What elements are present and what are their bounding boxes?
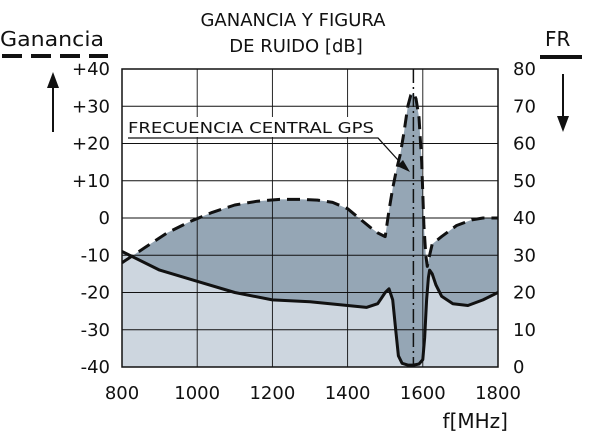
left-axis-tick-label: -10 (81, 245, 110, 266)
right-axis-tick-label: 70 (513, 96, 536, 117)
chart-title-line-2: DE RUIDO [dB] (229, 36, 363, 57)
x-axis-tick-label: 1200 (249, 383, 295, 404)
series-areas (122, 93, 498, 367)
chart-title-line-1: GANANCIA Y FIGURA (200, 10, 386, 31)
gain-curve (122, 91, 498, 268)
left-axis-tick-label: +30 (72, 96, 110, 117)
annotation-gps-label: FRECUENCIA CENTRAL GPS (128, 119, 374, 137)
left-axis-tick-label: +10 (72, 171, 110, 192)
right-axis-tick-label: 80 (513, 59, 536, 80)
right-axis-tick-label: 50 (513, 171, 536, 192)
series-curves (122, 91, 498, 367)
right-axis-tick-label: 0 (513, 357, 524, 378)
x-axis-tick-label: 1000 (174, 383, 220, 404)
right-axis-tick-label: 60 (513, 134, 536, 155)
x-axis-tick-label: 1400 (325, 383, 371, 404)
left-axis-label: Ganancia (0, 27, 104, 51)
annotation-leader-arrowhead (397, 160, 410, 172)
left-axis-tick-label: +20 (72, 134, 110, 155)
right-axis-tick-label: 30 (513, 245, 536, 266)
right-axis-tick-label: 40 (513, 208, 536, 229)
left-axis-ticks: +40 +30 +20 +10 0 -10 -20 -30 -40 (72, 59, 110, 378)
x-axis-label: f[MHz] (443, 409, 508, 433)
left-axis-up-arrowhead (47, 72, 59, 88)
noise-figure-curve (122, 250, 498, 367)
plot-frame (121, 68, 499, 368)
noise-figure-area (122, 251, 498, 367)
x-axis-tick-label: 1800 (475, 383, 521, 404)
right-axis-label: FR (545, 27, 571, 51)
annotation-leader-line (128, 137, 399, 161)
annotation-background (126, 117, 376, 137)
right-axis-tick-label: 10 (513, 320, 536, 341)
x-axis-ticks: 800 1000 1200 1400 1600 1800 (105, 383, 521, 404)
left-axis-tick-label: -20 (81, 283, 110, 304)
right-axis-ticks: 80 70 60 50 40 30 20 10 0 (513, 59, 536, 378)
left-axis-tick-label: +40 (72, 59, 110, 80)
left-axis-tick-label: -40 (81, 357, 110, 378)
left-axis-tick-label: -30 (81, 320, 110, 341)
x-axis-tick-label: 800 (105, 383, 139, 404)
left-axis-tick-label: 0 (99, 208, 110, 229)
right-axis-tick-label: 20 (513, 283, 536, 304)
x-axis-tick-label: 1600 (400, 383, 446, 404)
right-axis-down-arrowhead (557, 116, 569, 132)
grid-lines (122, 69, 498, 367)
